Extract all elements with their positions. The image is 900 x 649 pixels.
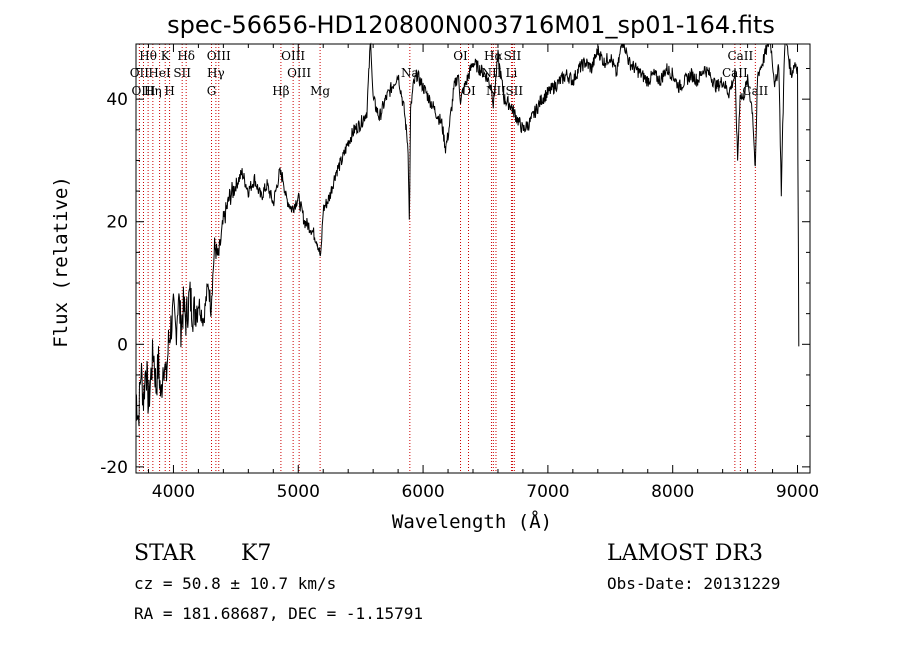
spectrum-line: [135, 42, 800, 427]
emission-line-label: G: [207, 84, 217, 98]
obs-date: Obs-Date: 20131229: [607, 574, 780, 593]
emission-line-label: OI: [453, 49, 468, 63]
survey-name: LAMOST DR3: [607, 541, 763, 566]
emission-line-label: OIII: [287, 66, 311, 80]
coordinates: RA = 181.68687, DEC = -1.15791: [134, 604, 423, 623]
y-axis-ticks: -20 0 20 40: [100, 68, 810, 478]
x-axis-label: Wavelength (Å): [392, 510, 552, 533]
emission-line-label: HeI: [148, 66, 171, 80]
emission-line-label: H: [164, 84, 174, 98]
redshift-value: cz = 50.8 ± 10.7 km/s: [134, 574, 336, 593]
emission-line-label: CaII: [742, 84, 768, 98]
object-class: STAR: [134, 541, 196, 566]
y-tick-label: 20: [106, 213, 128, 233]
emission-line-label: Li: [506, 66, 518, 80]
emission-line-label: CaII: [727, 49, 753, 63]
emission-line-label: Mg: [310, 84, 330, 98]
emission-line-label: Hγ: [207, 66, 225, 80]
y-tick-label: 0: [117, 335, 128, 355]
emission-line-label: OIII: [207, 49, 231, 63]
emission-line-label: K: [161, 49, 171, 63]
emission-line-label: SII: [505, 84, 523, 98]
emission-line-label: SII: [504, 49, 522, 63]
emission-line-label: OIII: [131, 84, 155, 98]
emission-lines: [138, 44, 756, 473]
chart-title: spec-56656-HD120800N003716M01_sp01-164.f…: [167, 11, 775, 39]
emission-line-label: Hθ: [139, 49, 157, 63]
emission-line-label: OIII: [281, 49, 305, 63]
x-tick-label: 4000: [152, 482, 195, 502]
emission-line-label: Hα: [484, 49, 503, 63]
x-tick-label: 6000: [401, 482, 444, 502]
y-tick-label: -20: [100, 458, 128, 478]
object-subclass: K7: [241, 541, 271, 566]
y-tick-label: 40: [106, 90, 128, 110]
y-axis-label: Flux (relative): [50, 176, 72, 348]
x-axis-ticks: 4000 5000 6000 7000 8000 9000: [147, 44, 819, 502]
emission-line-label: Hβ: [272, 84, 289, 98]
emission-line-label: OI: [461, 84, 476, 98]
x-tick-label: 8000: [651, 482, 694, 502]
emission-line-label: Hη: [144, 84, 162, 98]
emission-line-label: Hδ: [177, 49, 195, 63]
emission-line-label: Na: [401, 66, 419, 80]
plot-frame: [135, 43, 811, 474]
emission-line-label: OII: [130, 66, 150, 80]
emission-line-label: SII: [173, 66, 191, 80]
x-tick-label: 9000: [776, 482, 819, 502]
x-tick-label: 7000: [526, 482, 569, 502]
x-tick-label: 5000: [277, 482, 320, 502]
